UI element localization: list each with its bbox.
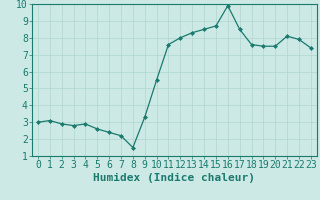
X-axis label: Humidex (Indice chaleur): Humidex (Indice chaleur): [93, 173, 255, 183]
